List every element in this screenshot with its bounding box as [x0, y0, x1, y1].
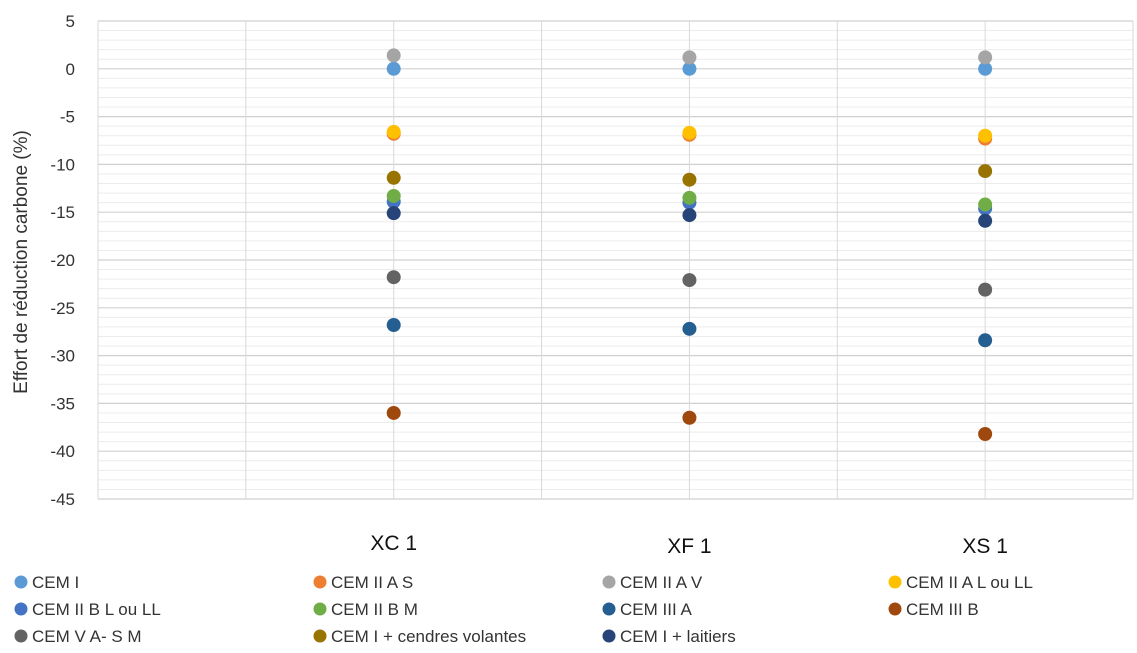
legend-item: CEM V A- S M — [14, 627, 142, 646]
legend-label: CEM III A — [620, 600, 692, 619]
legend-marker — [602, 629, 616, 643]
grid — [97, 20, 1134, 500]
data-point — [978, 426, 993, 441]
legend-item: CEM III B — [888, 600, 979, 619]
legend-label: CEM I — [32, 573, 79, 592]
y-tick-label: -10 — [50, 155, 75, 174]
data-point — [682, 321, 697, 336]
x-category-label: XC 1 — [370, 532, 417, 555]
legend-marker — [14, 602, 28, 616]
y-tick-label: -25 — [50, 299, 75, 318]
data-point — [978, 282, 993, 297]
legend-item: CEM I + laitiers — [602, 627, 736, 646]
legend-marker — [888, 575, 902, 589]
data-point — [386, 206, 401, 221]
data-point — [682, 208, 697, 223]
y-tick-label: -5 — [60, 108, 75, 127]
legend-item: CEM I + cendres volantes — [313, 627, 526, 646]
y-axis-ticks: 5 0 -5 -10 -15 -20 -25 -30 -35 -40 -45 — [50, 12, 75, 509]
y-tick-label: -45 — [50, 490, 75, 509]
y-tick-label: 5 — [66, 12, 75, 31]
y-tick-label: -40 — [50, 442, 75, 461]
data-point — [682, 190, 697, 205]
data-point — [978, 61, 993, 76]
legend-label: CEM II A V — [620, 573, 703, 592]
data-point — [386, 405, 401, 420]
legend-label: CEM II A S — [331, 573, 413, 592]
legend-item: CEM I — [14, 573, 79, 592]
data-point — [386, 188, 401, 203]
data-point — [386, 170, 401, 185]
data-point — [978, 197, 993, 212]
legend-item: CEM II B M — [313, 600, 418, 619]
data-point — [386, 124, 401, 139]
legend-item: CEM II A V — [602, 573, 703, 592]
y-tick-label: 0 — [66, 60, 75, 79]
data-point — [682, 273, 697, 288]
y-tick-label: -15 — [50, 203, 75, 222]
data-point — [978, 164, 993, 179]
data-point — [386, 270, 401, 285]
x-category-label: XF 1 — [667, 535, 711, 558]
data-point — [682, 410, 697, 425]
legend-item: CEM III A — [602, 600, 692, 619]
legend-marker — [313, 575, 327, 589]
legend-label: CEM II B L ou LL — [32, 600, 161, 619]
data-points — [386, 48, 993, 441]
y-tick-label: -35 — [50, 394, 75, 413]
x-category-label: XS 1 — [962, 535, 1008, 558]
data-point — [978, 128, 993, 143]
data-point — [682, 50, 697, 65]
data-point — [682, 125, 697, 140]
x-axis-categories: XC 1 XF 1 XS 1 — [370, 532, 1008, 558]
legend-label: CEM III B — [906, 600, 979, 619]
data-point — [386, 48, 401, 63]
data-point — [978, 50, 993, 65]
legend-label: CEM I + cendres volantes — [331, 627, 526, 646]
legend-label: CEM V A- S M — [32, 627, 142, 646]
legend-item: CEM II A L ou LL — [888, 573, 1033, 592]
y-tick-label: -30 — [50, 347, 75, 366]
y-tick-label: -20 — [50, 251, 75, 270]
legend-label: CEM II B M — [331, 600, 418, 619]
data-point — [682, 172, 697, 187]
data-point — [682, 61, 697, 76]
legend-marker — [14, 575, 28, 589]
legend-item: CEM II B L ou LL — [14, 600, 161, 619]
data-point — [978, 333, 993, 348]
legend-marker — [888, 602, 902, 616]
legend-marker — [14, 629, 28, 643]
legend-label: CEM I + laitiers — [620, 627, 736, 646]
data-point — [386, 318, 401, 333]
legend: CEM I CEM II A S CEM II A V CEM II A L ou L… — [14, 573, 1033, 646]
data-point — [386, 61, 401, 76]
legend-item: CEM II A S — [313, 573, 413, 592]
legend-marker — [602, 602, 616, 616]
data-point — [978, 213, 993, 228]
legend-label: CEM II A L ou LL — [906, 573, 1033, 592]
legend-marker — [602, 575, 616, 589]
y-axis-label: Effort de réduction carbone (%) — [11, 130, 32, 394]
legend-marker — [313, 629, 327, 643]
legend-marker — [313, 602, 327, 616]
